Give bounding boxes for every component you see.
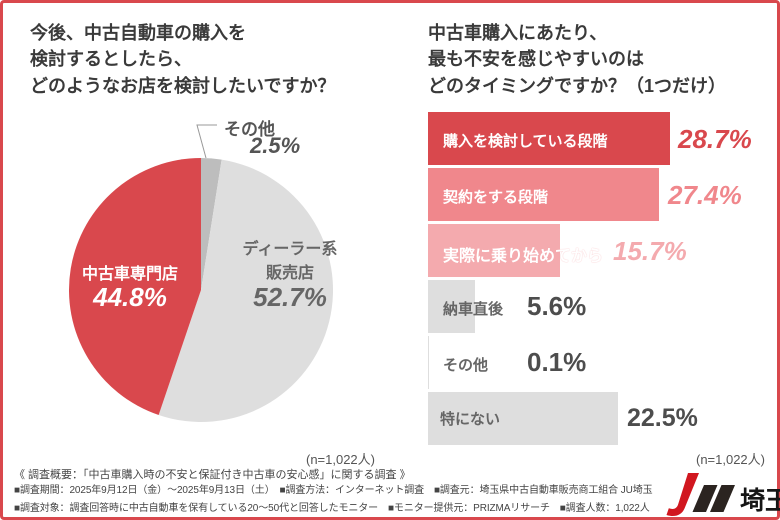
svg-text:埼玉: 埼玉 — [740, 487, 780, 515]
